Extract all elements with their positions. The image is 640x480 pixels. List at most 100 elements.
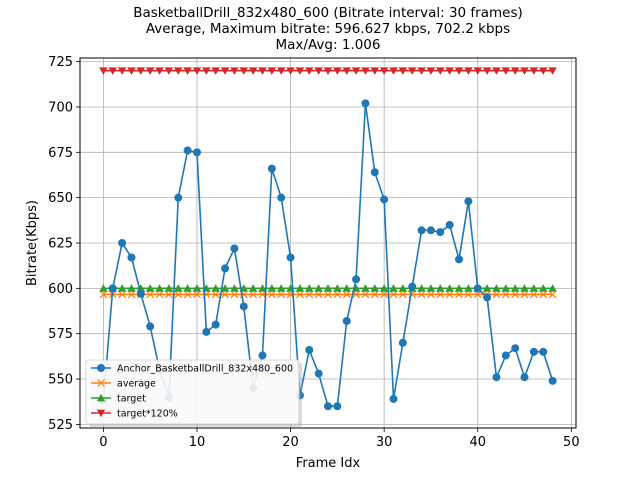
- legend-entry: Anchor_BasketballDrill_832x480_600: [91, 364, 293, 375]
- marker-stroke: [352, 290, 360, 299]
- data-point: [361, 284, 370, 292]
- data-point: [117, 284, 127, 292]
- y-tick-label: 650: [48, 191, 73, 206]
- data-point: [398, 290, 407, 299]
- data-point: [389, 284, 398, 292]
- data-point: [211, 67, 220, 75]
- data-point: [230, 244, 239, 253]
- data-point: [146, 322, 155, 331]
- series-layer: [99, 67, 557, 411]
- legend-label: target*120%: [117, 409, 178, 420]
- data-point: [482, 67, 492, 75]
- data-point: [370, 284, 379, 292]
- data-point: [464, 67, 473, 75]
- data-point: [296, 290, 304, 299]
- data-point: [351, 67, 361, 75]
- data-point: [221, 264, 230, 273]
- data-point: [436, 228, 445, 237]
- data-point: [249, 290, 258, 299]
- marker-stroke: [174, 290, 183, 299]
- data-point: [314, 290, 323, 299]
- legend-swatch-marker: [96, 393, 106, 402]
- data-point: [408, 282, 417, 291]
- data-point: [380, 290, 389, 299]
- data-point: [192, 67, 202, 75]
- data-point: [379, 284, 389, 292]
- y-tick-label: 700: [48, 100, 73, 115]
- data-point: [174, 290, 183, 299]
- marker-stroke: [127, 290, 136, 299]
- data-point: [324, 290, 332, 299]
- data-point: [436, 67, 445, 75]
- data-point: [539, 347, 548, 356]
- data-point: [426, 226, 435, 235]
- legend-entry: average: [91, 379, 156, 390]
- data-point: [193, 290, 201, 299]
- data-point: [127, 284, 136, 292]
- data-point: [529, 284, 539, 292]
- data-point: [108, 284, 117, 293]
- data-point: [539, 67, 548, 75]
- y-tick-label: 525: [48, 418, 73, 433]
- data-point: [398, 338, 407, 347]
- data-point: [155, 284, 164, 292]
- marker-stroke: [296, 290, 304, 299]
- data-point: [501, 284, 511, 292]
- legend: Anchor_BasketballDrill_832x480_600averag…: [85, 359, 302, 427]
- data-point: [548, 376, 557, 385]
- marker-stroke: [342, 290, 351, 299]
- data-point: [127, 67, 136, 75]
- data-point: [370, 168, 379, 177]
- data-point: [174, 193, 183, 202]
- data-point: [323, 284, 333, 292]
- data-point: [436, 284, 445, 292]
- marker-stroke: [370, 290, 379, 299]
- data-point: [427, 290, 435, 299]
- marker-stroke: [548, 290, 557, 299]
- data-point: [164, 67, 174, 75]
- y-axis-label: Bitrate(Kbps): [25, 200, 40, 286]
- data-point: [426, 284, 436, 292]
- data-point: [539, 284, 548, 292]
- data-point: [333, 290, 342, 299]
- data-point: [267, 290, 276, 299]
- data-point: [211, 290, 220, 299]
- marker-stroke: [249, 290, 258, 299]
- marker-stroke: [230, 290, 239, 299]
- data-point: [342, 67, 351, 75]
- data-point: [136, 284, 146, 292]
- data-point: [520, 284, 529, 292]
- data-point: [267, 164, 276, 173]
- data-point: [277, 67, 286, 75]
- marker-stroke: [473, 290, 482, 299]
- data-point: [174, 284, 183, 292]
- axes: 0 10 20 30 40 50 525 550 575 600 625 650 675 700 725: [48, 55, 579, 450]
- title-line-2: Average, Maximum bitrate: 596.627 kbps, …: [146, 21, 510, 37]
- data-point: [286, 253, 295, 262]
- series-2: [99, 284, 557, 292]
- data-point: [333, 67, 342, 75]
- data-point: [295, 284, 305, 292]
- data-point: [202, 327, 211, 336]
- data-point: [483, 293, 492, 302]
- marker-stroke: [520, 290, 529, 299]
- data-point: [370, 290, 379, 299]
- data-point: [473, 284, 482, 293]
- marker-stroke: [445, 290, 454, 299]
- x-tick-label: 30: [376, 435, 393, 450]
- data-point: [183, 146, 192, 155]
- data-point: [145, 67, 155, 75]
- data-point: [248, 67, 258, 75]
- legend-label: target: [117, 394, 146, 405]
- y-tick-label: 575: [48, 327, 73, 342]
- data-point: [473, 290, 482, 299]
- data-point: [277, 193, 286, 202]
- data-point: [239, 67, 248, 75]
- data-point: [220, 284, 230, 292]
- data-point: [511, 290, 520, 299]
- data-point: [398, 284, 408, 292]
- data-point: [305, 290, 314, 299]
- marker-stroke: [529, 290, 538, 299]
- marker-stroke: [455, 290, 463, 299]
- data-point: [445, 284, 454, 292]
